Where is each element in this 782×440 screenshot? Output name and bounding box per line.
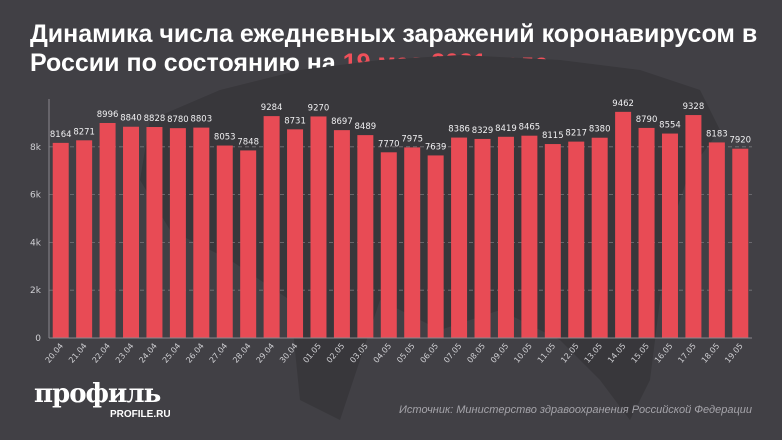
bar bbox=[497, 136, 514, 338]
y-tick-label: 8k bbox=[30, 143, 42, 153]
bar bbox=[661, 133, 678, 338]
data-label: 8731 bbox=[284, 116, 306, 126]
bar bbox=[404, 147, 421, 338]
bar bbox=[169, 128, 186, 338]
x-tick-label: 10.05 bbox=[512, 342, 534, 365]
bar bbox=[544, 144, 561, 338]
data-label: 8489 bbox=[355, 122, 377, 132]
data-label: 7848 bbox=[237, 137, 259, 147]
bar bbox=[216, 145, 233, 338]
bar bbox=[451, 137, 468, 338]
data-label: 8053 bbox=[214, 133, 236, 143]
data-label: 8329 bbox=[472, 126, 494, 136]
data-label: 8465 bbox=[519, 123, 541, 133]
title-main: Динамика числа ежедневных заражений коро… bbox=[30, 20, 758, 77]
data-label: 9270 bbox=[308, 103, 330, 113]
data-label: 8790 bbox=[636, 115, 658, 125]
data-label: 8780 bbox=[167, 115, 189, 125]
y-tick-label: 0 bbox=[35, 334, 41, 344]
x-tick-label: 07.05 bbox=[442, 342, 464, 365]
x-tick-label: 26.04 bbox=[184, 342, 206, 365]
logo-site: PROFILE.RU bbox=[110, 409, 171, 420]
bar bbox=[193, 127, 210, 338]
profile-logo: профиль bbox=[34, 379, 161, 409]
data-label: 8996 bbox=[97, 110, 119, 120]
x-tick-label: 18.05 bbox=[700, 342, 722, 365]
y-tick-label: 4k bbox=[30, 238, 42, 248]
bar bbox=[521, 135, 538, 338]
x-tick-label: 22.04 bbox=[90, 342, 112, 365]
x-tick-label: 25.04 bbox=[161, 342, 183, 365]
bar bbox=[568, 141, 585, 338]
x-tick-label: 06.05 bbox=[419, 342, 441, 365]
data-label: 8380 bbox=[589, 125, 611, 135]
bar bbox=[310, 116, 327, 339]
x-tick-label: 28.04 bbox=[231, 342, 253, 365]
bar bbox=[99, 122, 116, 338]
x-tick-label: 08.05 bbox=[465, 342, 487, 365]
y-tick-label: 6k bbox=[30, 191, 42, 201]
x-tick-label: 21.04 bbox=[67, 342, 89, 365]
data-label: 8419 bbox=[495, 124, 517, 134]
x-tick-label: 23.04 bbox=[114, 342, 136, 365]
x-tick-label: 09.05 bbox=[489, 342, 511, 365]
data-label: 7975 bbox=[401, 134, 423, 144]
data-label: 8840 bbox=[120, 114, 142, 124]
data-label: 8554 bbox=[659, 121, 681, 131]
bar bbox=[240, 150, 257, 338]
x-tick-label: 24.04 bbox=[137, 342, 159, 365]
x-tick-label: 17.05 bbox=[676, 342, 698, 365]
bar bbox=[146, 127, 163, 338]
data-label: 8803 bbox=[190, 115, 212, 125]
bar bbox=[357, 135, 374, 338]
bar bbox=[263, 116, 280, 338]
x-tick-label: 27.04 bbox=[208, 342, 230, 365]
bar bbox=[52, 142, 69, 338]
data-label: 8828 bbox=[144, 114, 166, 124]
bar bbox=[685, 115, 702, 339]
chart-title: Динамика числа ежедневных заражений коро… bbox=[30, 20, 770, 78]
bar bbox=[380, 152, 397, 338]
x-tick-label: 04.05 bbox=[372, 342, 394, 365]
data-label: 7920 bbox=[729, 136, 751, 146]
data-label: 8697 bbox=[331, 117, 353, 127]
data-label: 8164 bbox=[50, 130, 72, 140]
bar bbox=[333, 130, 350, 338]
x-tick-label: 20.04 bbox=[44, 342, 66, 365]
bar bbox=[474, 138, 491, 338]
bar bbox=[287, 129, 304, 338]
bar bbox=[123, 126, 140, 338]
bar bbox=[591, 137, 608, 338]
data-label: 8271 bbox=[73, 127, 95, 137]
bar bbox=[708, 142, 725, 338]
x-tick-label: 05.05 bbox=[395, 342, 417, 365]
data-label: 7639 bbox=[425, 142, 447, 152]
data-label: 8386 bbox=[448, 125, 470, 135]
data-label: 9328 bbox=[683, 102, 705, 112]
bar bbox=[732, 148, 749, 338]
source-note: Источник: Министерство здравоохранения Р… bbox=[399, 404, 752, 416]
bar bbox=[427, 155, 444, 338]
data-label: 9284 bbox=[261, 103, 283, 113]
data-label: 8115 bbox=[542, 131, 564, 141]
bar bbox=[615, 111, 632, 338]
data-label: 7770 bbox=[378, 139, 400, 149]
bar bbox=[76, 140, 93, 338]
data-label: 9462 bbox=[612, 99, 634, 109]
x-tick-label: 16.05 bbox=[653, 342, 675, 365]
bar bbox=[638, 127, 655, 338]
x-tick-label: 29.04 bbox=[255, 342, 277, 365]
data-label: 8217 bbox=[565, 129, 587, 139]
x-tick-label: 11.05 bbox=[536, 342, 558, 365]
data-label: 8183 bbox=[706, 129, 728, 139]
y-tick-label: 2k bbox=[30, 286, 42, 296]
x-tick-label: 19.05 bbox=[723, 342, 745, 365]
